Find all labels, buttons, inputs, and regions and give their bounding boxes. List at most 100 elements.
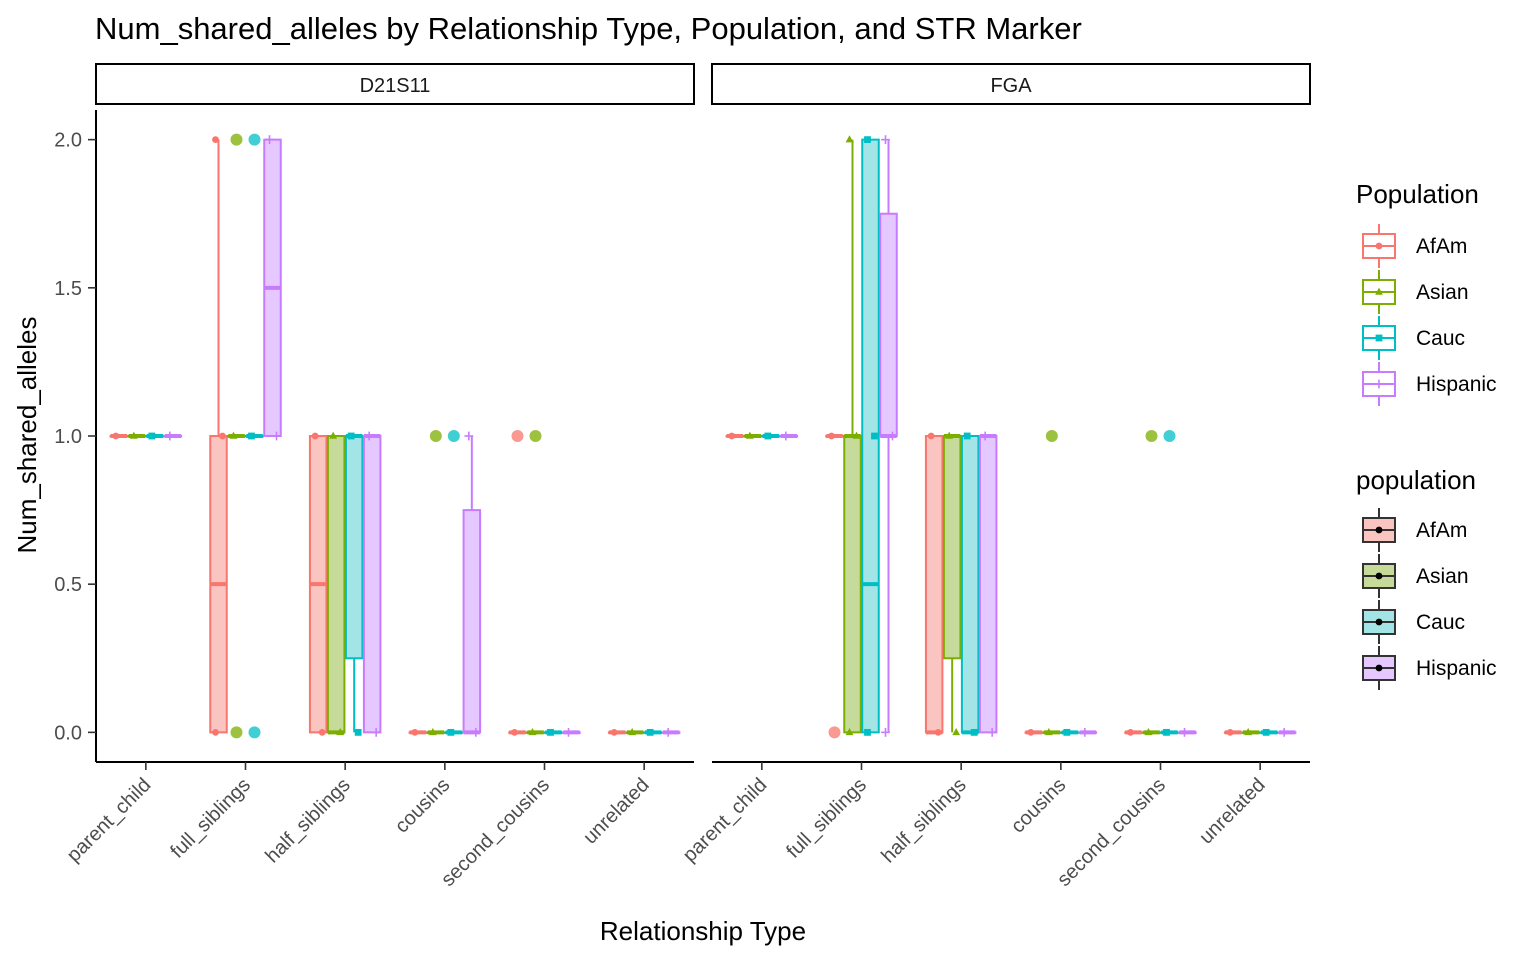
facet-strip-fga (711, 63, 1311, 105)
legend-population-key-AfAm: AfAm (1362, 224, 1467, 268)
box-FGA-half_siblings-Asian-rect (942, 435, 962, 660)
box-D21S11-half_siblings-Hispanic-point-0 (364, 431, 374, 441)
box-FGA-second_cousins-Asian-point-0 (1144, 727, 1153, 736)
box-D21S11-cousins-Asian-outlier-0 (429, 430, 442, 442)
legend-population-marker-Cauc (1375, 334, 1383, 342)
box-D21S11-full_siblings-Asian-outlier-0 (230, 133, 243, 146)
legend-population-label-Hispanic: Hispanic (1416, 373, 1497, 396)
x-tick-label-FGA-unrelated: unrelated (1195, 774, 1270, 849)
box-D21S11-second_cousins-AfAm-point-0 (511, 728, 518, 736)
x-tick-label-FGA-full_siblings: full_siblings (782, 774, 871, 863)
box-D21S11-unrelated-Hispanic-point-0 (663, 727, 673, 737)
box-D21S11-cousins-Hispanic-point-0 (464, 431, 474, 441)
box-FGA-full_siblings-Hispanic-rect (879, 212, 898, 437)
x-axis-title: Relationship Type (600, 916, 806, 946)
x-tick-label-D21S11-full_siblings: full_siblings (166, 774, 255, 863)
box-D21S11-full_siblings-Cauc-point-0 (248, 432, 255, 440)
legend-population-marker-AfAm (1375, 242, 1383, 250)
box-FGA-half_siblings-AfAm-rect (924, 435, 944, 734)
box-D21S11-cousins-Asian-point-0 (428, 727, 437, 736)
x-tick-label-D21S11-half_siblings: half_siblings (261, 774, 354, 867)
legend-population-title: Population (1356, 179, 1479, 209)
box-FGA-cousins-Asian-outlier-0 (1045, 430, 1058, 442)
box-FGA-second_cousins-Asian-outlier-0 (1145, 430, 1158, 442)
box-FGA-parent_child-Cauc-point-0 (764, 432, 772, 440)
box-FGA-second_cousins-Cauc-point-0 (1163, 728, 1170, 736)
box-D21S11-cousins-AfAm-point-0 (411, 728, 419, 736)
box-D21S11-cousins-Hispanic-point-1 (471, 727, 481, 737)
panel-d21s11: parent_child full_siblings half_siblings co… (63, 133, 694, 891)
box-D21S11-parent_child-Cauc-point-0 (148, 432, 156, 440)
box-D21S11-second_cousins-Asian-point-0 (528, 727, 537, 736)
box-D21S11-half_siblings-AfAm-point-0 (311, 432, 319, 440)
box-FGA-cousins-AfAm-point-0 (1027, 728, 1035, 736)
legend-population-marker-Asian (1375, 287, 1383, 295)
box-FGA-half_siblings-Cauc-rect (960, 435, 980, 734)
y-tick-label-2.0: 2.0 (54, 130, 82, 152)
box-D21S11-full_siblings-Hispanic-point-1 (272, 431, 281, 441)
box-FGA-full_siblings-Asian-point-2 (845, 727, 854, 736)
box-FGA-parent_child-Asian-point-0 (745, 431, 754, 439)
box-FGA-half_siblings-Asian-point-0 (945, 431, 954, 439)
chart-title: Num_shared_alleles by Relationship Type,… (95, 11, 1082, 46)
box-D21S11-half_siblings-Cauc-point-0 (347, 432, 355, 440)
box-D21S11-half_siblings-AfAm-point-1 (318, 728, 326, 736)
legend-population-label-Asian: Asian (1416, 281, 1469, 304)
y-axis: 0.0 0.5 1.0 1.5 2.0 (54, 110, 97, 762)
box-FGA-second_cousins-Hispanic-point-0 (1180, 727, 1189, 737)
box-FGA-second_cousins-AfAm-point-0 (1127, 728, 1134, 736)
box-D21S11-cousins-Cauc-outlier-0 (447, 430, 460, 442)
legend-fill-label-Asian: Asian (1416, 565, 1469, 588)
box-D21S11-full_siblings-Asian-outlier-1 (230, 726, 243, 739)
legend-fill-label-AfAm: AfAm (1416, 519, 1467, 542)
box-D21S11-second_cousins-Asian-outlier-0 (529, 430, 542, 442)
y-axis-title: Num_shared_alleles (12, 316, 42, 553)
box-FGA-cousins-Hispanic-point-0 (1080, 727, 1090, 737)
box-FGA-unrelated-Asian-point-0 (1244, 727, 1253, 736)
box-D21S11-cousins-Hispanic-rect (462, 509, 482, 734)
box-FGA-full_siblings-Asian-rect (843, 435, 862, 734)
box-FGA-half_siblings-AfAm-point-1 (934, 728, 942, 736)
x-tick-label-D21S11-cousins: cousins (391, 774, 455, 838)
box-FGA-unrelated-AfAm-point-0 (1226, 728, 1234, 736)
box-D21S11-cousins-Cauc-point-0 (447, 728, 455, 736)
legend-fill-marker-Cauc (1375, 618, 1383, 626)
panel-fga: parent_child full_siblings half_siblings co… (679, 135, 1310, 891)
legend-population-marker-Hispanic (1374, 379, 1384, 389)
box-FGA-full_siblings-Cauc-point-2 (864, 728, 871, 736)
box-FGA-half_siblings-Cauc-point-1 (970, 728, 978, 736)
box-FGA-full_siblings-Hispanic-point-2 (881, 727, 890, 737)
box-FGA-full_siblings-Cauc-point-1 (871, 432, 878, 440)
legend-population-key-Hispanic: Hispanic (1362, 362, 1497, 406)
x-tick-label-D21S11-unrelated: unrelated (579, 774, 654, 849)
legend-fill-key-Asian: Asian (1362, 554, 1469, 598)
box-D21S11-second_cousins-Cauc-point-0 (547, 728, 554, 736)
box-D21S11-parent_child-Asian-point-0 (129, 431, 138, 439)
legend-fill-marker-AfAm (1375, 526, 1383, 534)
box-D21S11-full_siblings-AfAm-point-2 (212, 728, 219, 736)
x-tick-label-FGA-cousins: cousins (1007, 774, 1071, 838)
box-D21S11-half_siblings-Cauc-point-1 (354, 728, 362, 736)
box-FGA-full_siblings-AfAm-outlier-0 (828, 726, 841, 739)
box-FGA-full_siblings-Hispanic-point-1 (888, 431, 897, 441)
box-D21S11-full_siblings-Cauc-outlier-0 (248, 133, 261, 146)
y-tick-label-0.0: 0.0 (54, 722, 82, 744)
box-D21S11-half_siblings-Asian-point-0 (329, 431, 338, 439)
box-FGA-unrelated-Cauc-point-0 (1262, 728, 1270, 736)
box-FGA-parent_child-Hispanic-point-0 (781, 431, 791, 441)
box-FGA-half_siblings-Hispanic-point-1 (987, 727, 997, 737)
box-D21S11-unrelated-Cauc-point-0 (646, 728, 654, 736)
legend-fill-marker-Asian (1375, 572, 1383, 580)
box-FGA-half_siblings-Asian-point-1 (952, 727, 961, 736)
legend-fill-key-AfAm: AfAm (1362, 508, 1467, 552)
box-FGA-cousins-Cauc-point-0 (1063, 728, 1071, 736)
facet-label-fga: FGA (990, 75, 1032, 97)
legend-fill-key-Cauc: Cauc (1362, 600, 1465, 644)
box-FGA-half_siblings-Hispanic-rect (978, 435, 998, 734)
x-tick-label-FGA-half_siblings: half_siblings (877, 774, 970, 867)
box-D21S11-second_cousins-AfAm-outlier-0 (511, 430, 524, 442)
box-D21S11-half_siblings-Asian-point-1 (336, 727, 345, 736)
facet-strip-d21s11 (95, 63, 695, 105)
box-D21S11-full_siblings-Asian-point-0 (229, 431, 238, 439)
x-tick-label-D21S11-second_cousins: second_cousins (437, 774, 554, 891)
